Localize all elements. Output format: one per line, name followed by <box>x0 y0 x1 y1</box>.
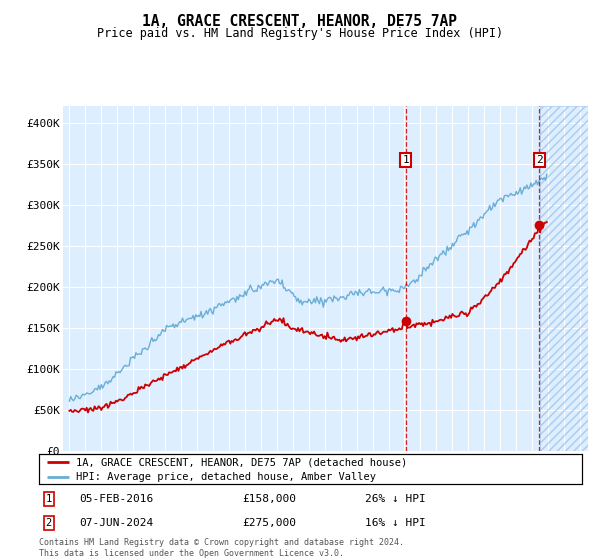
Text: 07-JUN-2024: 07-JUN-2024 <box>80 518 154 528</box>
Text: 1: 1 <box>46 494 52 503</box>
Text: HPI: Average price, detached house, Amber Valley: HPI: Average price, detached house, Ambe… <box>76 472 376 482</box>
Bar <box>540 106 588 451</box>
Bar <box>540 106 588 451</box>
Text: £158,000: £158,000 <box>242 494 296 503</box>
Text: £275,000: £275,000 <box>242 518 296 528</box>
Text: Contains HM Land Registry data © Crown copyright and database right 2024.
This d: Contains HM Land Registry data © Crown c… <box>39 538 404 558</box>
Text: 2: 2 <box>536 155 542 165</box>
Text: 1: 1 <box>403 155 409 165</box>
Text: 05-FEB-2016: 05-FEB-2016 <box>80 494 154 503</box>
Text: Price paid vs. HM Land Registry's House Price Index (HPI): Price paid vs. HM Land Registry's House … <box>97 27 503 40</box>
Text: 26% ↓ HPI: 26% ↓ HPI <box>365 494 425 503</box>
Text: 2: 2 <box>46 518 52 528</box>
Text: 1A, GRACE CRESCENT, HEANOR, DE75 7AP (detached house): 1A, GRACE CRESCENT, HEANOR, DE75 7AP (de… <box>76 457 407 467</box>
Text: 1A, GRACE CRESCENT, HEANOR, DE75 7AP: 1A, GRACE CRESCENT, HEANOR, DE75 7AP <box>143 14 458 29</box>
Text: 16% ↓ HPI: 16% ↓ HPI <box>365 518 425 528</box>
